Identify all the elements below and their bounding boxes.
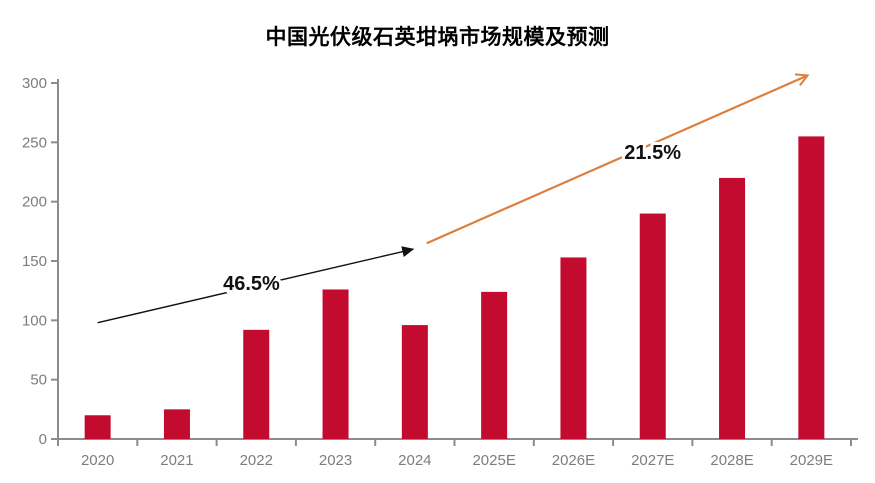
bar-2028E xyxy=(719,177,746,439)
y-tick-label: 200 xyxy=(22,194,47,211)
bar-2029E xyxy=(798,136,825,439)
x-tick-label: 2020 xyxy=(81,452,114,469)
bar-2027E xyxy=(639,213,666,439)
y-tick-label: 50 xyxy=(30,372,47,389)
bar-2023 xyxy=(322,289,349,439)
bar-2022 xyxy=(243,329,270,439)
x-tick-label: 2022 xyxy=(240,452,273,469)
y-tick-label: 250 xyxy=(22,134,47,151)
chart-title: 中国光伏级石英坩埚市场规模及预测 xyxy=(265,26,610,49)
x-tick-label: 2026E xyxy=(552,452,595,469)
y-tick-label: 150 xyxy=(22,253,47,270)
growth-arrow xyxy=(426,73,810,245)
bar-2020 xyxy=(84,415,111,439)
x-tick-label: 2021 xyxy=(160,452,193,469)
y-tick-label: 100 xyxy=(22,312,47,329)
y-tick-label: 0 xyxy=(39,431,47,448)
bar-2021 xyxy=(163,409,190,439)
x-tick-label: 2023 xyxy=(319,452,352,469)
growth-rate-label: 46.5% xyxy=(223,273,280,295)
bar-2025E xyxy=(481,291,508,439)
y-tick-label: 300 xyxy=(22,75,47,92)
x-tick-label: 2028E xyxy=(710,452,753,469)
x-tick-label: 2025E xyxy=(472,452,515,469)
growth-arrow xyxy=(97,246,415,324)
x-tick-label: 2029E xyxy=(790,452,833,469)
growth-rate-label: 21.5% xyxy=(624,142,681,164)
bar-2024 xyxy=(401,325,428,439)
bar-2026E xyxy=(560,257,587,439)
x-tick-label: 2024 xyxy=(398,452,431,469)
x-tick-label: 2027E xyxy=(631,452,674,469)
